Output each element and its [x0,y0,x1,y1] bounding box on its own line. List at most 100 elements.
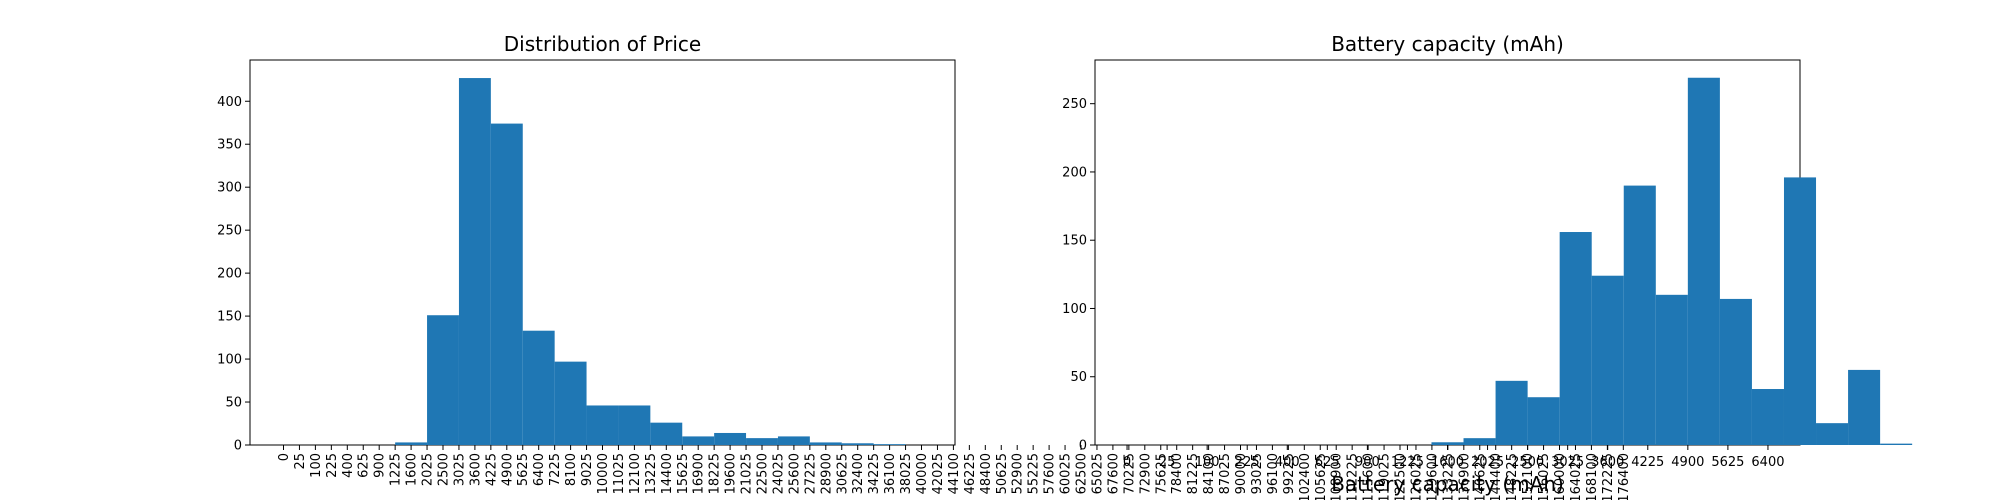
price-x-tick-label-74: 136900 [1457,453,1472,500]
price-x-tick-label-55: 75625 [1154,453,1169,494]
price-x-tick-label-18: 8100 [564,453,579,486]
price-x-tick-label-1: 25 [293,453,308,470]
price-x-tick-label-29: 21025 [740,453,755,494]
price-x-tick-label-43: 46225 [963,453,978,494]
price-x-tick-label-32: 25600 [787,453,802,494]
battery-x-tick-label-11: 3025 [1551,455,1584,470]
price-x-tick-label-80: 160000 [1553,453,1568,500]
battery-bar-14 [1880,443,1913,445]
battery-bars [1431,77,1913,445]
battery-x-tick-label-10: 2500 [1511,455,1544,470]
price-x-tick-label-81: 164025 [1569,453,1584,500]
battery-x-axis-label: Battery capacity (mAh) [1331,472,1564,496]
price-x-tick-label-65: 105625 [1314,453,1329,500]
price-x-tick-label-72: 129600 [1425,453,1440,500]
battery-bar-8 [1687,77,1720,445]
battery-bar-5 [1591,275,1624,445]
price-x-tick-label-45: 50625 [995,453,1010,494]
price-x-tick-label-52: 67600 [1106,453,1121,494]
battery-x-ticks: 0 25 100 225 400 625 900 1225 1600 2025 2500 3025 36… [1123,445,1785,470]
price-x-tick-label-82: 168100 [1585,453,1600,500]
price-bar-15 [873,444,906,445]
price-x-tick-label-79: 156025 [1537,453,1552,500]
price-x-tick-label-68: 115600 [1362,453,1377,500]
price-x-tick-label-49: 60025 [1059,453,1074,494]
price-x-tick-label-26: 16900 [692,453,707,494]
price-x-tick-label-71: 126025 [1409,453,1424,500]
price-x-tick-label-28: 19600 [724,453,739,494]
price-y-tick-label-1: 50 [225,396,242,411]
price-x-tick-label-70: 122500 [1394,453,1409,500]
battery-bar-9 [1719,298,1752,445]
price-x-tick-label-11: 3025 [452,453,467,486]
battery-bar-1 [1463,438,1496,445]
battery-bar-6 [1623,185,1656,445]
price-bar-10 [714,432,747,445]
price-x-tick-label-14: 4900 [500,453,515,486]
battery-bar-3 [1527,397,1560,445]
price-x-tick-label-24: 14400 [660,453,675,494]
price-x-tick-label-60: 90000 [1234,453,1249,494]
price-x-tick-label-75: 140625 [1473,453,1488,500]
price-x-tick-label-34: 28900 [819,453,834,494]
price-y-ticks: 0 50 100 150 200 250 300 350 400 [217,95,250,454]
price-y-tick-label-3: 150 [217,310,242,325]
price-bar-9 [682,436,715,445]
price-bar-8 [650,422,683,445]
battery-chart-title: Battery capacity (mAh) [1331,32,1564,56]
price-x-tick-label-20: 10000 [596,453,611,494]
battery-bar-12 [1816,423,1849,445]
price-x-tick-label-64: 102400 [1298,453,1313,500]
battery-bar-2 [1495,380,1528,445]
battery-x-tick-label-4: 400 [1275,455,1300,470]
price-x-tick-label-12: 3600 [468,453,483,486]
battery-histogram: Battery capacity (mAh) Battery capacity … [1062,32,1913,496]
price-x-tick-label-3: 225 [325,453,340,478]
battery-x-tick-label-9: 2025 [1471,455,1504,470]
price-bar-1 [427,315,459,445]
battery-y-ticks: 0 50 100 150 200 250 [1062,97,1095,454]
price-x-tick-label-27: 18225 [708,453,723,494]
price-x-tick-label-16: 6400 [532,453,547,486]
price-x-tick-label-10: 2500 [436,453,451,486]
price-bar-5 [554,361,587,445]
price-bar-6 [586,405,619,445]
price-x-tick-label-50: 62500 [1075,453,1090,494]
battery-bar-4 [1559,232,1592,445]
price-y-tick-label-8: 400 [217,95,242,110]
price-x-tick-label-66: 108900 [1330,453,1345,500]
price-x-tick-label-78: 152100 [1521,453,1536,500]
price-y-tick-label-7: 350 [217,138,242,153]
price-x-tick-label-61: 93025 [1250,453,1265,494]
price-x-tick-label-31: 24025 [771,453,786,494]
battery-x-tick-label-16: 6400 [1751,455,1784,470]
battery-x-tick-label-6: 900 [1355,455,1380,470]
battery-x-tick-label-8: 1600 [1431,455,1464,470]
price-x-tick-label-51: 65025 [1090,453,1105,494]
battery-y-tick-label-3: 150 [1062,234,1087,249]
battery-y-tick-label-5: 250 [1062,97,1087,112]
price-bar-13 [809,442,842,445]
battery-x-tick-label-12: 3600 [1591,455,1624,470]
price-x-tick-label-8: 1600 [405,453,420,486]
price-x-tick-label-62: 96100 [1266,453,1281,494]
price-bar-14 [841,443,874,445]
price-plot-frame [249,59,956,446]
price-x-tick-label-6: 900 [373,453,388,478]
battery-x-tick-label-3: 225 [1235,455,1260,470]
price-x-tick-label-42: 44100 [947,453,962,494]
price-x-ticks: 0 25 100 225 400 625 900 1225 1600 2025 2500 3025 36… [277,445,1632,500]
price-x-tick-label-77: 148225 [1505,453,1520,500]
price-bars [395,78,906,446]
price-x-tick-label-48: 57600 [1043,453,1058,494]
price-x-tick-label-25: 15625 [676,453,691,494]
battery-bar-7 [1655,294,1688,445]
price-x-tick-label-30: 22500 [756,453,771,494]
price-x-tick-label-17: 7225 [548,453,563,486]
battery-bar-13 [1848,369,1881,445]
price-x-tick-label-47: 55225 [1027,453,1042,494]
price-x-tick-label-2: 100 [309,453,324,478]
price-x-tick-label-39: 38025 [899,453,914,494]
price-x-tick-label-4: 400 [341,453,356,478]
